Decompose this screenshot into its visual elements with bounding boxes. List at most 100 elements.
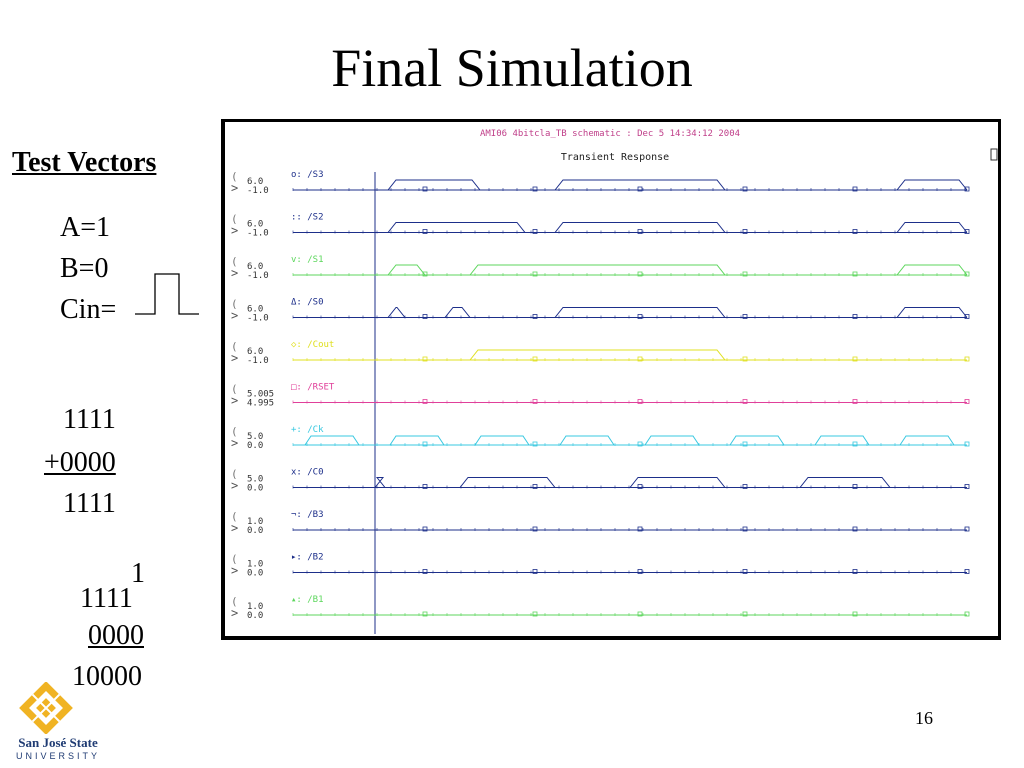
scale-top-label: 6.0 xyxy=(247,220,263,230)
waveform-marker xyxy=(964,526,970,532)
signal-waveform xyxy=(293,435,967,446)
waveform-marker xyxy=(852,441,858,447)
scale-bottom-label: 0.0 xyxy=(247,611,263,621)
expand-arrow-icon[interactable]: > xyxy=(231,564,238,578)
signal-name[interactable]: ▸: /B2 xyxy=(291,553,324,563)
waveform-marker xyxy=(532,441,538,447)
signal-name[interactable]: □: /RSET xyxy=(291,383,335,393)
signal-row[interactable]: >(5.00.0 +: /Ck xyxy=(231,425,970,451)
expand-arrow-icon[interactable]: > xyxy=(231,394,238,408)
waveform-marker xyxy=(742,271,748,277)
cin-pulse-icon xyxy=(135,273,199,315)
scale-top-label: 5.0 xyxy=(247,432,263,442)
signal-row[interactable]: >(1.00.0 ▴: /B1 xyxy=(231,595,970,621)
bracket-icon: ( xyxy=(231,213,238,226)
waveform-marker xyxy=(532,569,538,574)
waveform-marker xyxy=(852,186,858,192)
waveform-marker xyxy=(422,441,428,447)
vector-b: B=0 xyxy=(60,253,109,284)
scale-bottom-label: 4.995 xyxy=(247,399,274,409)
sum-line-5: 0000 xyxy=(88,620,144,651)
waveform-marker xyxy=(852,229,858,234)
signal-row[interactable]: >(1.00.0 ¬: /B3 xyxy=(231,510,970,536)
waveform-marker xyxy=(852,271,858,277)
signal-row[interactable]: >(5.00.0 x: /C0 xyxy=(231,468,970,494)
waveform-marker xyxy=(964,186,970,192)
signal-name[interactable]: v: /S1 xyxy=(291,255,324,265)
sum-result: 10000 xyxy=(72,661,142,692)
signal-row[interactable]: >(6.0-1.0:: /S2 xyxy=(231,213,970,239)
waveform-marker xyxy=(637,526,643,532)
waveform-marker xyxy=(742,526,748,532)
simulation-screenshot: AMI06 4bitcla_TB schematic : Dec 5 14:34… xyxy=(221,119,1001,640)
waveform-marker xyxy=(422,484,428,489)
signal-name[interactable]: x: /C0 xyxy=(291,468,324,478)
waveform-marker xyxy=(637,314,643,319)
waveform-marker xyxy=(422,229,428,234)
sum-line-1: 1111 xyxy=(63,404,116,435)
scroll-icon[interactable] xyxy=(990,148,998,161)
waveform-marker xyxy=(637,271,643,277)
signal-name[interactable]: ¬: /B3 xyxy=(291,510,324,520)
signal-row[interactable]: >(6.0-1.0 Δ: /S0 xyxy=(231,298,970,324)
signal-waveform xyxy=(293,477,967,488)
expand-arrow-icon[interactable]: > xyxy=(231,266,238,280)
expand-arrow-icon[interactable]: > xyxy=(231,351,238,365)
waveform-marker xyxy=(637,441,643,447)
expand-arrow-icon[interactable]: > xyxy=(231,436,238,450)
waveform-marker xyxy=(964,441,970,447)
signal-name[interactable]: ▴: /B1 xyxy=(291,595,324,605)
waveform-marker xyxy=(637,484,643,489)
vector-cin: Cin= xyxy=(60,294,117,325)
bracket-icon: ( xyxy=(231,255,238,268)
scale-top-label: 1.0 xyxy=(247,560,263,570)
signal-name[interactable]: :: /S2 xyxy=(291,213,324,223)
expand-arrow-icon[interactable]: > xyxy=(231,606,238,620)
expand-arrow-icon[interactable]: > xyxy=(231,309,238,323)
sum-line-3: 1111 xyxy=(63,488,116,519)
waveform-marker xyxy=(637,611,643,617)
signal-waveform xyxy=(293,179,968,191)
signal-row[interactable]: >(1.00.0 ▸: /B2 xyxy=(231,553,970,579)
expand-arrow-icon[interactable]: > xyxy=(231,224,238,238)
waveform-marker xyxy=(964,356,970,362)
scale-top-label: 5.005 xyxy=(247,390,274,400)
scale-top-label: 1.0 xyxy=(247,602,263,612)
waveform-marker xyxy=(422,186,428,192)
scale-bottom-label: -1.0 xyxy=(247,229,269,239)
sjsu-logo: San José State UNIVERSITY xyxy=(8,681,108,762)
waveform-marker xyxy=(964,399,970,404)
vector-a: A=1 xyxy=(60,212,111,243)
waveform-marker xyxy=(852,399,858,404)
expand-arrow-icon[interactable]: > xyxy=(231,479,238,493)
scale-top-label: 6.0 xyxy=(247,262,263,272)
waveform-marker xyxy=(964,569,970,574)
expand-arrow-icon[interactable]: > xyxy=(231,181,238,195)
signal-name[interactable]: ◇: /Cout xyxy=(291,340,334,350)
scale-top-label: 1.0 xyxy=(247,517,263,527)
waveform-marker xyxy=(742,229,748,234)
signal-name[interactable]: o: /S3 xyxy=(291,170,324,180)
sjsu-emblem-icon xyxy=(19,681,73,735)
waveform-marker xyxy=(742,569,748,574)
signal-name[interactable]: Δ: /S0 xyxy=(291,298,324,308)
bracket-icon: ( xyxy=(231,553,238,566)
expand-arrow-icon[interactable]: > xyxy=(231,521,238,535)
slide-title: Final Simulation xyxy=(331,38,693,98)
scale-bottom-label: 0.0 xyxy=(247,484,263,494)
bracket-icon: ( xyxy=(231,340,238,353)
waveform-marker xyxy=(637,356,643,362)
carry-digit: 1 xyxy=(131,558,145,589)
signal-row[interactable]: >(6.0-1.0 ◇: /Cout xyxy=(231,340,970,366)
waveform-marker xyxy=(852,526,858,532)
waveform-marker xyxy=(532,399,538,404)
signal-row[interactable]: >(6.0-1.0 o: /S3 xyxy=(231,170,970,196)
signal-name[interactable]: +: /Ck xyxy=(291,425,324,435)
logo-name: San José State xyxy=(18,735,98,750)
waveform-marker xyxy=(852,356,858,362)
waveform-marker xyxy=(532,611,538,617)
waveform-marker xyxy=(637,399,643,404)
signal-row[interactable]: >(6.0-1.0 v: /S1 xyxy=(231,255,970,281)
signal-waveform xyxy=(293,307,968,318)
